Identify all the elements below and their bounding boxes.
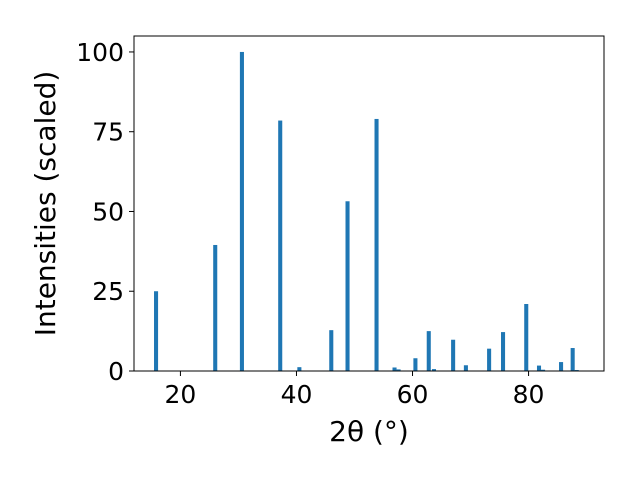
bar-17 [524, 304, 529, 371]
x-tick-label: 80 [513, 380, 545, 409]
bar-11 [426, 331, 431, 371]
bar-12 [431, 369, 437, 371]
bar-7 [374, 118, 379, 371]
y-axis-label: Intensities (scaled) [29, 71, 62, 337]
bar-3 [278, 120, 283, 371]
bar-15 [487, 348, 492, 371]
bar-16 [501, 332, 506, 371]
bar-13 [451, 339, 456, 371]
x-axis-ticks: 20 40 60 80 [165, 371, 545, 409]
y-tick-label: 50 [92, 197, 124, 226]
x-axis-label: 2θ (°) [329, 415, 409, 448]
plot-area-frame [133, 35, 605, 372]
bar-2 [239, 51, 244, 371]
bar-5 [329, 330, 334, 371]
y-tick-label: 100 [76, 38, 124, 67]
bar-14 [463, 365, 468, 371]
x-tick-label: 20 [165, 380, 197, 409]
bar-1 [213, 244, 218, 371]
y-tick-label: 25 [92, 277, 124, 306]
bar-6 [345, 201, 350, 371]
bars-layer [154, 51, 579, 371]
bar-8 [392, 367, 397, 371]
y-tick-label: 75 [92, 118, 124, 147]
x-tick-label: 60 [397, 380, 429, 409]
x-tick-label: 40 [281, 380, 313, 409]
bar-4 [297, 367, 302, 371]
bar-21 [570, 348, 575, 371]
y-tick-label: 0 [108, 357, 124, 386]
bar-0 [154, 291, 159, 371]
bar-19 [541, 369, 546, 371]
bar-9 [396, 369, 401, 371]
bar-20 [559, 362, 564, 371]
y-axis-ticks: 0 25 50 75 100 [76, 38, 134, 386]
bar-10 [413, 358, 418, 371]
bar-18 [536, 365, 542, 371]
